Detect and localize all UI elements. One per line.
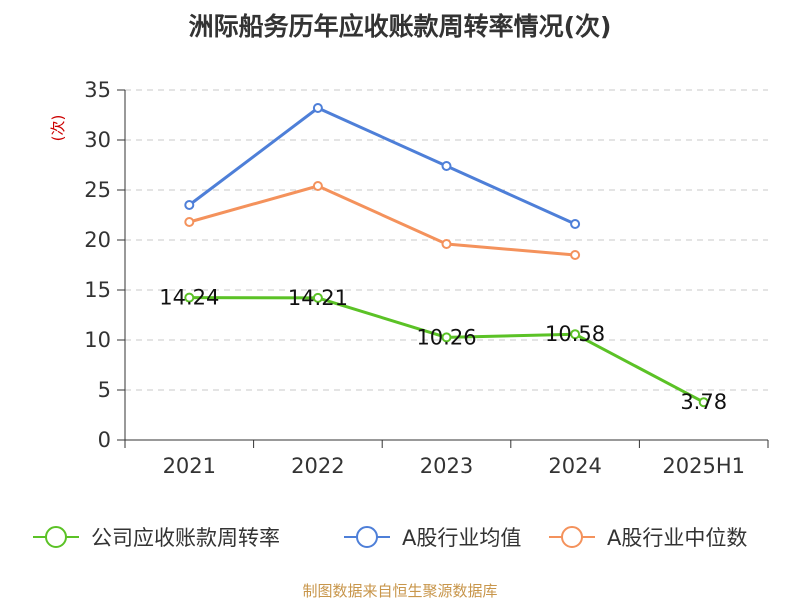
- y-tick-label-3: 15: [84, 278, 111, 302]
- data-labels: 14.24 14.21 10.26 10.58 3.78: [159, 286, 727, 415]
- legend-label-1: A股行业均值: [402, 526, 521, 550]
- series-2-point-2: [441, 239, 452, 249]
- series-layer: [184, 103, 709, 408]
- series-line-1: [188, 106, 576, 226]
- data-label-4: 3.78: [680, 390, 727, 414]
- legend-label-2: A股行业中位数: [607, 526, 747, 550]
- y-tick-label-2: 10: [84, 328, 111, 352]
- data-label-3: 10.58: [545, 322, 605, 346]
- y-axis-unit: (次): [49, 115, 67, 142]
- legend-marker-0: [45, 526, 67, 548]
- y-tick-label-7: 35: [84, 78, 111, 102]
- legend-marker-1: [356, 526, 378, 548]
- series-0-point-0: [184, 292, 195, 303]
- data-label-1: 14.21: [288, 286, 348, 310]
- y-tick-label-6: 30: [84, 128, 111, 152]
- series-0-point-2: [441, 332, 452, 343]
- legend: 公司应收账款周转率 A股行业均值 A股行业中位数: [33, 526, 747, 550]
- series-line-0: [189, 296, 705, 404]
- y-tick-label-1: 5: [98, 378, 111, 402]
- y-tick-label-0: 0: [98, 428, 111, 452]
- series-line-2: [188, 184, 576, 257]
- data-label-0: 14.24: [159, 286, 219, 310]
- series-1-point-2: [441, 161, 452, 171]
- chart-title: 洲际船务历年应收账款周转率情况(次): [189, 12, 612, 41]
- y-tick-label-4: 20: [84, 228, 111, 252]
- data-label-2: 10.26: [416, 325, 476, 349]
- series-2-point-0: [184, 217, 195, 227]
- x-tick-label-0: 2021: [163, 454, 216, 478]
- legend-label-0: 公司应收账款周转率: [91, 526, 280, 550]
- series-2-point-3: [570, 250, 581, 260]
- y-tick-label-5: 25: [84, 178, 111, 202]
- x-tick-label-2: 2023: [420, 454, 473, 478]
- series-1-point-0: [184, 200, 195, 210]
- series-2-point-1: [312, 181, 323, 191]
- x-tick-label-1: 2022: [291, 454, 344, 478]
- x-tick-label-4: 2025H1: [662, 454, 745, 478]
- series-0-point-1: [312, 292, 323, 303]
- source-note: 制图数据来自恒生聚源数据库: [302, 582, 497, 600]
- series-1-point-1: [312, 103, 323, 113]
- series-0-point-3: [570, 329, 581, 340]
- legend-marker-2: [561, 526, 583, 548]
- series-0-point-4: [698, 397, 709, 408]
- axes: 0 5 10 15 20 25 30 35 2021 2022 2023 2024 2025H1: [84, 78, 769, 478]
- series-1-point-3: [570, 219, 581, 229]
- x-tick-label-3: 2024: [548, 454, 601, 478]
